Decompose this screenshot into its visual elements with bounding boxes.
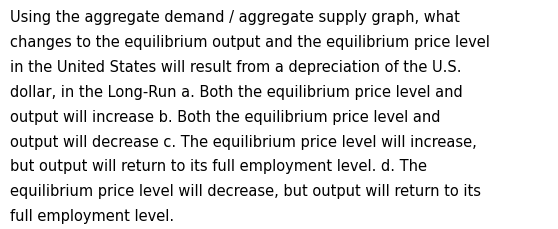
Text: in the United States will result from a depreciation of the U.S.: in the United States will result from a … <box>10 60 461 75</box>
Text: changes to the equilibrium output and the equilibrium price level: changes to the equilibrium output and th… <box>10 35 490 50</box>
Text: but output will return to its full employment level. d. The: but output will return to its full emplo… <box>10 159 427 174</box>
Text: output will increase b. Both the equilibrium price level and: output will increase b. Both the equilib… <box>10 109 441 124</box>
Text: dollar, in the Long-Run a. Both the equilibrium price level and: dollar, in the Long-Run a. Both the equi… <box>10 85 463 99</box>
Text: output will decrease c. The equilibrium price level will increase,: output will decrease c. The equilibrium … <box>10 134 477 149</box>
Text: Using the aggregate demand / aggregate supply graph, what: Using the aggregate demand / aggregate s… <box>10 10 460 25</box>
Text: equilibrium price level will decrease, but output will return to its: equilibrium price level will decrease, b… <box>10 183 481 198</box>
Text: full employment level.: full employment level. <box>10 208 174 223</box>
